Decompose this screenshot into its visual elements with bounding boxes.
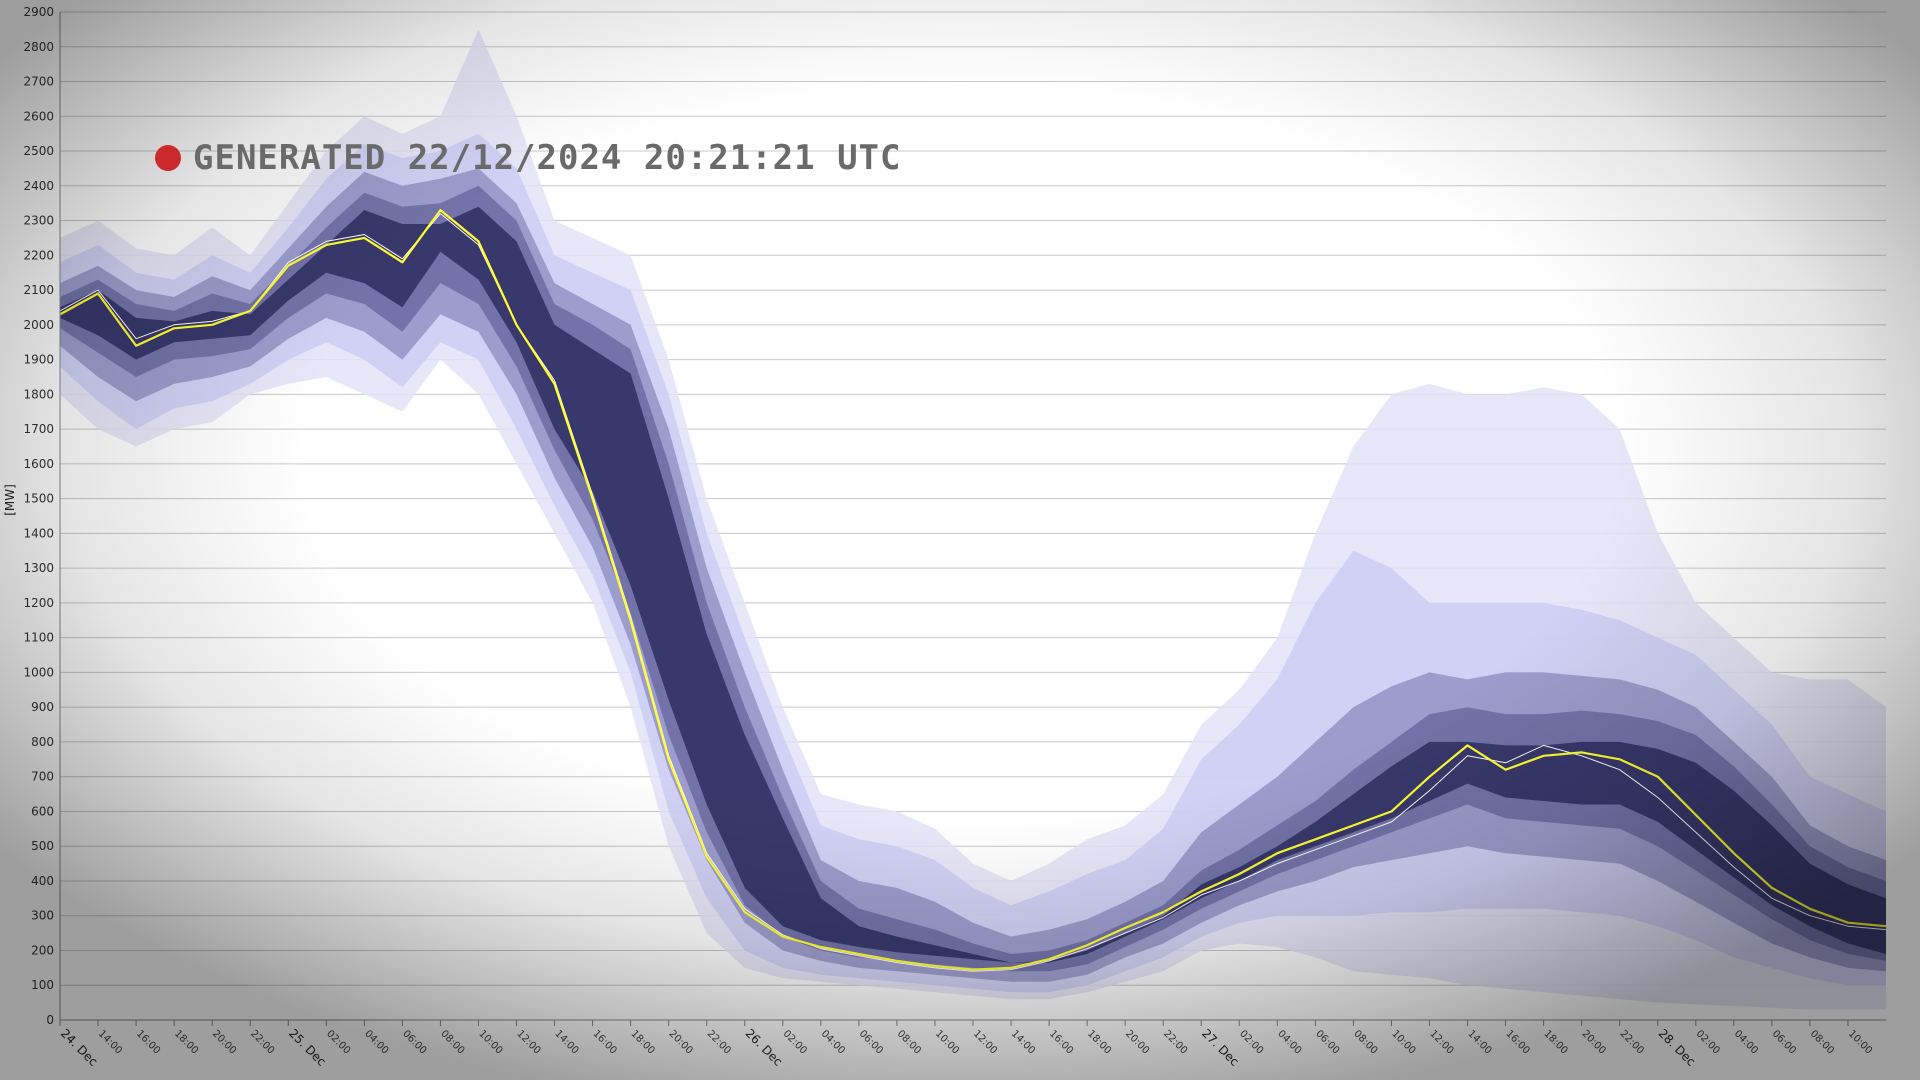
y-tick-label: 1100 <box>23 631 54 645</box>
x-day-label: 27. Dec <box>1199 1026 1242 1069</box>
y-tick-label: 400 <box>31 874 54 888</box>
series-line-0 <box>59 213 1887 972</box>
series-line-1 <box>59 209 1887 971</box>
x-tick-label: 22:00 <box>248 1028 276 1056</box>
x-tick-label: 18:00 <box>1085 1028 1113 1056</box>
x-day-label: 26. Dec <box>743 1026 786 1069</box>
x-day-label: 28. Dec <box>1656 1026 1699 1069</box>
x-tick-label: 20:00 <box>1123 1028 1151 1056</box>
y-axis-label: [MW] <box>3 484 17 516</box>
y-tick-label: 2100 <box>23 283 54 297</box>
x-tick-label: 06:00 <box>1770 1028 1798 1056</box>
x-tick-label: 02:00 <box>324 1028 352 1056</box>
y-tick-label: 1000 <box>23 665 54 679</box>
x-tick-label: 14:00 <box>96 1028 124 1056</box>
x-tick-label: 04:00 <box>362 1028 390 1056</box>
y-tick-label: 1700 <box>23 422 54 436</box>
x-tick-label: 10:00 <box>933 1028 961 1056</box>
y-tick-label: 2900 <box>23 5 54 19</box>
y-tick-label: 300 <box>31 909 54 923</box>
y-tick-label: 2300 <box>23 214 54 228</box>
x-tick-label: 08:00 <box>1808 1028 1836 1056</box>
x-tick-label: 16:00 <box>1503 1028 1531 1056</box>
x-tick-label: 08:00 <box>1351 1028 1379 1056</box>
x-tick-label: 18:00 <box>172 1028 200 1056</box>
x-tick-label: 16:00 <box>590 1028 618 1056</box>
x-tick-label: 02:00 <box>781 1028 809 1056</box>
generated-timestamp: GENERATED 22/12/2024 20:21:21 UTC <box>193 138 902 178</box>
x-tick-label: 20:00 <box>1580 1028 1608 1056</box>
y-tick-label: 800 <box>31 735 54 749</box>
y-tick-label: 2200 <box>23 248 54 262</box>
y-tick-label: 100 <box>31 978 54 992</box>
x-tick-label: 04:00 <box>1275 1028 1303 1056</box>
y-tick-label: 600 <box>31 804 54 818</box>
x-tick-label: 20:00 <box>667 1028 695 1056</box>
y-tick-label: 1900 <box>23 353 54 367</box>
y-tick-label: 200 <box>31 943 54 957</box>
y-tick-label: 2000 <box>23 318 54 332</box>
x-tick-label: 04:00 <box>1732 1028 1760 1056</box>
x-tick-label: 04:00 <box>819 1028 847 1056</box>
y-tick-label: 1400 <box>23 526 54 540</box>
x-tick-label: 02:00 <box>1237 1028 1265 1056</box>
x-tick-label: 12:00 <box>1427 1028 1455 1056</box>
y-tick-label: 1600 <box>23 457 54 471</box>
y-tick-label: 500 <box>31 839 54 853</box>
forecast-lines <box>59 209 1887 972</box>
status-dot-icon <box>155 145 181 171</box>
x-tick-label: 02:00 <box>1694 1028 1722 1056</box>
x-tick-label: 08:00 <box>895 1028 923 1056</box>
x-tick-label: 20:00 <box>210 1028 238 1056</box>
y-tick-label: 0 <box>46 1013 54 1027</box>
y-axis: 0 100 200 300 400 500 600 700 800 900 1000 1100 1200… <box>23 5 54 1027</box>
x-tick-label: 12:00 <box>971 1028 999 1056</box>
x-tick-label: 18:00 <box>629 1028 657 1056</box>
x-tick-label: 06:00 <box>857 1028 885 1056</box>
x-tick-label: 22:00 <box>1161 1028 1189 1056</box>
x-tick-label: 14:00 <box>1009 1028 1037 1056</box>
x-tick-label: 22:00 <box>705 1028 733 1056</box>
y-tick-label: 1500 <box>23 492 54 506</box>
x-tick-label: 16:00 <box>1047 1028 1075 1056</box>
x-day-label: 24. Dec <box>58 1026 101 1069</box>
x-tick-label: 06:00 <box>1313 1028 1341 1056</box>
y-tick-label: 2500 <box>23 144 54 158</box>
generated-banner: GENERATED 22/12/2024 20:21:21 UTC <box>155 138 902 178</box>
y-tick-label: 1300 <box>23 561 54 575</box>
x-tick-label: 10:00 <box>1846 1028 1874 1056</box>
y-tick-label: 2700 <box>23 75 54 89</box>
y-tick-label: 2800 <box>23 40 54 54</box>
uncertainty-band-4 <box>60 206 1886 963</box>
x-day-label: 25. Dec <box>286 1026 329 1069</box>
x-tick-label: 14:00 <box>1465 1028 1493 1056</box>
x-tick-label: 14:00 <box>552 1028 580 1056</box>
y-tick-label: 700 <box>31 770 54 784</box>
x-tick-label: 18:00 <box>1542 1028 1570 1056</box>
x-tick-label: 10:00 <box>1389 1028 1417 1056</box>
x-tick-label: 22:00 <box>1618 1028 1646 1056</box>
y-tick-label: 2400 <box>23 179 54 193</box>
x-tick-label: 06:00 <box>400 1028 428 1056</box>
y-tick-label: 900 <box>31 700 54 714</box>
x-tick-label: 10:00 <box>476 1028 504 1056</box>
y-tick-label: 2600 <box>23 109 54 123</box>
x-tick-label: 12:00 <box>514 1028 542 1056</box>
y-tick-label: 1800 <box>23 387 54 401</box>
y-tick-label: 1200 <box>23 596 54 610</box>
x-tick-label: 08:00 <box>438 1028 466 1056</box>
x-tick-label: 16:00 <box>134 1028 162 1056</box>
